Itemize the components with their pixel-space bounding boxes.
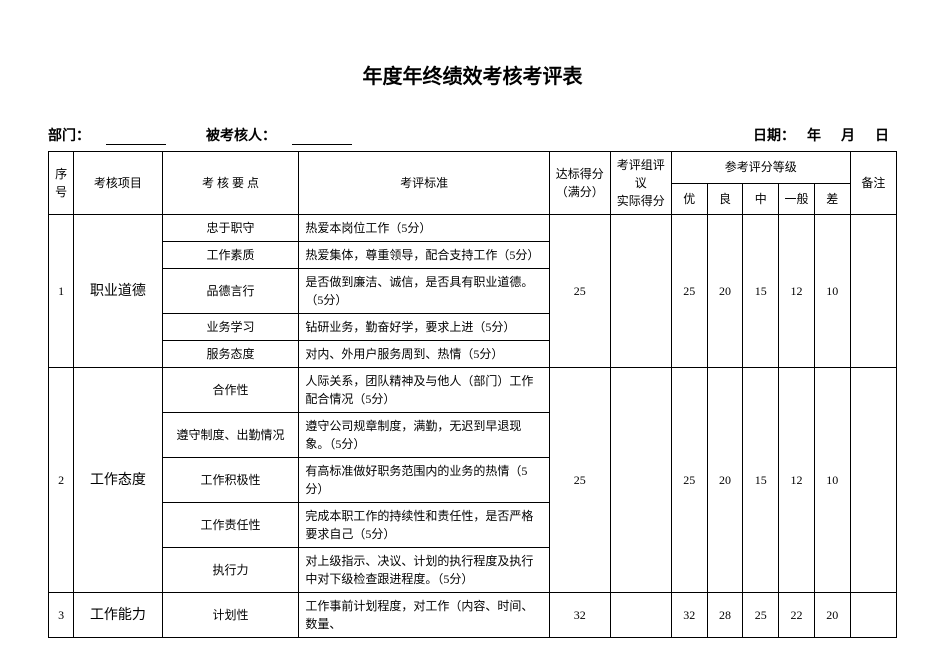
cell-grade-4: 22	[779, 593, 815, 638]
evaluation-table: 序号 考核项目 考 核 要 点 考评标准 达标得分（满分） 考评组评议实际得分 …	[48, 151, 897, 638]
cell-standard: 完成本职工作的持续性和责任性，是否严格要求自己（5分）	[299, 503, 549, 548]
cell-note	[850, 368, 896, 593]
th-note: 备注	[850, 152, 896, 215]
cell-point: 业务学习	[162, 314, 299, 341]
cell-point: 工作积极性	[162, 458, 299, 503]
page-title: 年度年终绩效考核考评表	[48, 60, 897, 89]
th-grade-3: 中	[743, 183, 779, 215]
cell-point: 服务态度	[162, 341, 299, 368]
th-grade-1: 优	[671, 183, 707, 215]
cell-item: 职业道德	[74, 215, 162, 368]
cell-standard: 对内、外用户服务周到、热情（5分）	[299, 341, 549, 368]
th-standard: 考评标准	[299, 152, 549, 215]
cell-standard: 有高标准做好职务范围内的业务的热情（5分）	[299, 458, 549, 503]
cell-grade-5: 20	[814, 593, 850, 638]
th-grade-5: 差	[814, 183, 850, 215]
cell-point: 合作性	[162, 368, 299, 413]
meta-right: 日期： 年 月 日	[753, 125, 897, 145]
cell-standard: 热爱本岗位工作（5分）	[299, 215, 549, 242]
cell-grade-5: 10	[814, 215, 850, 368]
table-body: 1 职业道德 忠于职守 热爱本岗位工作（5分） 25 25 20 15 12 1…	[49, 215, 897, 638]
cell-point: 计划性	[162, 593, 299, 638]
meta-row: 部门： 被考核人： 日期： 年 月 日	[48, 125, 897, 145]
cell-standard: 遵守公司规章制度，满勤，无迟到早退现象。（5分）	[299, 413, 549, 458]
cell-item: 工作态度	[74, 368, 162, 593]
cell-seq: 3	[49, 593, 74, 638]
cell-grade-5: 10	[814, 368, 850, 593]
table-header: 序号 考核项目 考 核 要 点 考评标准 达标得分（满分） 考评组评议实际得分 …	[49, 152, 897, 215]
th-grade-2: 良	[707, 183, 743, 215]
cell-point: 工作素质	[162, 242, 299, 269]
cell-grade-3: 15	[743, 215, 779, 368]
table-row: 2 工作态度 合作性 人际关系，团队精神及与他人（部门）工作配合情况（5分） 2…	[49, 368, 897, 413]
cell-standard: 人际关系，团队精神及与他人（部门）工作配合情况（5分）	[299, 368, 549, 413]
dept-underline	[106, 128, 166, 145]
table-row: 1 职业道德 忠于职守 热爱本岗位工作（5分） 25 25 20 15 12 1…	[49, 215, 897, 242]
cell-full: 25	[549, 215, 610, 368]
cell-point: 忠于职守	[162, 215, 299, 242]
cell-seq: 2	[49, 368, 74, 593]
th-actual: 考评组评议实际得分	[610, 152, 671, 215]
cell-note	[850, 593, 896, 638]
page: 年度年终绩效考核考评表 部门： 被考核人： 日期： 年 月 日 序号 考核项目	[0, 0, 945, 669]
cell-item: 工作能力	[74, 593, 162, 638]
cell-actual	[610, 593, 671, 638]
cell-point: 品德言行	[162, 269, 299, 314]
cell-full: 25	[549, 368, 610, 593]
cell-full: 32	[549, 593, 610, 638]
cell-point: 遵守制度、出勤情况	[162, 413, 299, 458]
cell-grade-1: 25	[671, 368, 707, 593]
th-seq: 序号	[49, 152, 74, 215]
th-points: 考 核 要 点	[162, 152, 299, 215]
cell-standard: 工作事前计划程度，对工作（内容、时间、数量、	[299, 593, 549, 638]
cell-grade-1: 25	[671, 215, 707, 368]
cell-grade-2: 20	[707, 368, 743, 593]
cell-standard: 对上级指示、决议、计划的执行程度及执行中对下级检查跟进程度。（5分）	[299, 548, 549, 593]
date-year: 年	[807, 125, 821, 145]
table-row: 3 工作能力 计划性 工作事前计划程度，对工作（内容、时间、数量、 32 32 …	[49, 593, 897, 638]
cell-standard: 热爱集体，尊重领导，配合支持工作（5分）	[299, 242, 549, 269]
cell-grade-1: 32	[671, 593, 707, 638]
cell-note	[850, 215, 896, 368]
cell-actual	[610, 215, 671, 368]
cell-grade-3: 25	[743, 593, 779, 638]
cell-standard: 钻研业务，勤奋好学，要求上进（5分）	[299, 314, 549, 341]
date-month: 月	[841, 125, 855, 145]
cell-grade-2: 20	[707, 215, 743, 368]
th-grade-group: 参考评分等级	[671, 152, 850, 184]
cell-grade-3: 15	[743, 368, 779, 593]
dept-label: 部门：	[48, 125, 90, 145]
cell-point: 执行力	[162, 548, 299, 593]
cell-seq: 1	[49, 215, 74, 368]
cell-grade-2: 28	[707, 593, 743, 638]
cell-grade-4: 12	[779, 368, 815, 593]
person-label: 被考核人：	[206, 125, 276, 145]
cell-standard: 是否做到廉洁、诚信，是否具有职业道德。（5分）	[299, 269, 549, 314]
meta-left: 部门： 被考核人：	[48, 125, 358, 145]
cell-grade-4: 12	[779, 215, 815, 368]
th-grade-4: 一般	[779, 183, 815, 215]
th-item: 考核项目	[74, 152, 162, 215]
cell-actual	[610, 368, 671, 593]
cell-point: 工作责任性	[162, 503, 299, 548]
date-label: 日期：	[753, 125, 795, 145]
th-full: 达标得分（满分）	[549, 152, 610, 215]
person-underline	[292, 128, 352, 145]
date-day: 日	[875, 125, 889, 145]
